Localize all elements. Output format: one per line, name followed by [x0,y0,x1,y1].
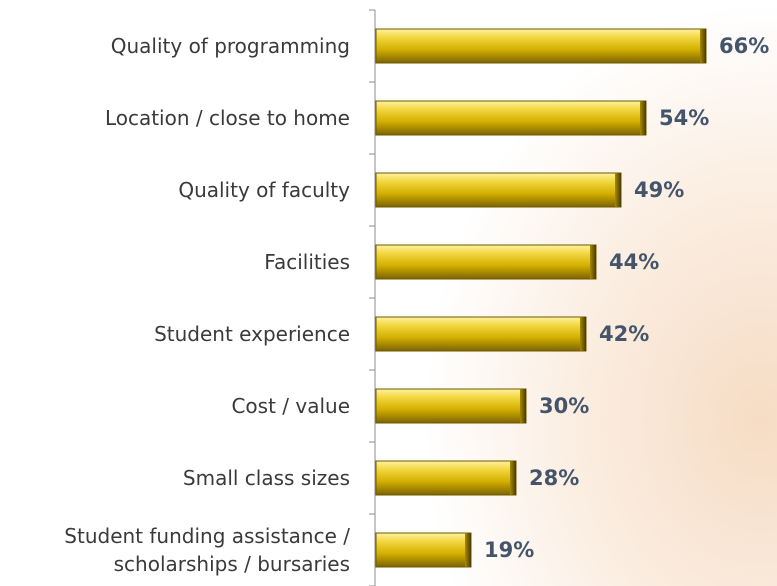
category-label: Facilities [264,250,350,274]
category-label: Student experience [154,322,350,346]
bar [375,244,597,280]
category-label: Quality of programming [110,34,350,58]
category-label: Student funding assistance / scholarship… [64,524,350,576]
bar [375,388,527,424]
bar-edge [615,173,621,207]
bar [375,316,587,352]
category-label: Quality of faculty [178,178,350,202]
bar-edge [465,533,471,567]
value-label: 42% [599,322,650,346]
value-label: 28% [529,466,580,490]
category-label: Location / close to home [104,106,350,130]
bar-edge [580,317,586,351]
bar [375,172,622,208]
bar-edge [590,245,596,279]
value-label: 30% [539,394,590,418]
value-label: 66% [719,34,770,58]
category-label: Small class sizes [182,466,350,490]
value-label: 19% [484,538,535,562]
bar [375,532,472,568]
value-label: 44% [609,250,660,274]
bar-edge [640,101,646,135]
bar [375,100,647,136]
bar [375,460,517,496]
bar-edge [510,461,516,495]
bar-edge [700,29,706,63]
value-label: 49% [634,178,685,202]
value-label: 54% [659,106,710,130]
bar [375,28,707,64]
bar-edge [520,389,526,423]
category-label: Cost / value [231,394,350,418]
